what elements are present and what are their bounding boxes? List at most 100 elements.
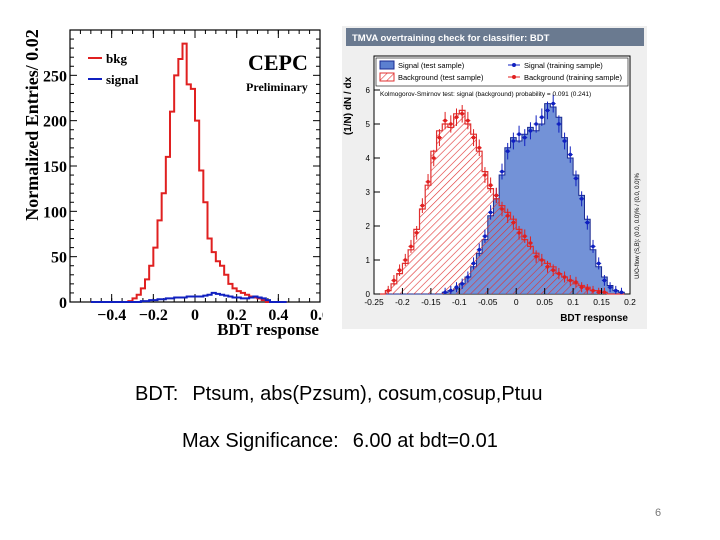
legend-signal-test-swatch (379, 60, 395, 70)
background-training-point (397, 268, 402, 272)
signal-training-point (449, 288, 453, 293)
signal-training-point (540, 115, 544, 119)
signal-training-point (585, 220, 590, 225)
y-tick-label: 200 (43, 114, 67, 131)
signal-training-point (608, 285, 612, 290)
y-tick-label: 150 (43, 159, 67, 176)
brand-sublabel: Preliminary (246, 80, 308, 94)
background-training-point (534, 254, 538, 259)
series-bkg (90, 42, 287, 303)
bdt-variables-line: BDT: Ptsum, abs(Pzsum), cosum,cosup,Ptuu (135, 383, 542, 406)
x-tick-label: -0.25 (364, 297, 384, 307)
signal-training-point (443, 290, 447, 295)
signal-training-point (511, 139, 516, 143)
y-tick-label: 0 (59, 295, 67, 312)
y-tick-label: 4 (366, 154, 371, 163)
legend-signal-train-label: Signal (training sample) (524, 61, 603, 70)
background-training-point (431, 156, 436, 160)
x-tick-label: 0 (514, 297, 519, 307)
y-axis-label: (1/N) dN / dx (343, 76, 354, 135)
background-training-point (454, 115, 459, 119)
signal-training-point (568, 152, 573, 157)
background-training-point (574, 280, 578, 284)
x-tick-label: -0.15 (421, 297, 441, 307)
x-tick-label: 0.2 (227, 307, 247, 324)
ks-test-label: Kolmogorov-Smirnov test: signal (backgro… (380, 91, 591, 98)
signal-training-point (500, 169, 504, 174)
signal-training-point (557, 122, 561, 126)
background-training-point (443, 118, 447, 123)
y-axis-label: Normalized Entries/ 0.02 (22, 29, 42, 220)
y-tick-label: 50 (51, 250, 67, 267)
x-tick-label: -0.05 (478, 297, 498, 307)
signal-training-point (574, 176, 578, 181)
significance-label: Max Significance: (182, 430, 339, 452)
y-tick-label: 6 (366, 86, 371, 95)
y-tick-label: 2 (366, 222, 371, 231)
signal-training-point (613, 288, 618, 293)
background-training-point (392, 278, 396, 283)
y-tick-label: 250 (43, 68, 67, 85)
background-training-point (466, 118, 470, 123)
background-training-point (511, 220, 516, 225)
overflow-note: U/O-flow (S,B): (0.0, 0.0)% / (0.0, 0.0)… (635, 172, 641, 278)
left-bdt-plot: 0 50 100 150 200 250 −0.4 −0.2 0 0.2 0.4 0.6 bkg sign… (22, 29, 323, 339)
x-tick-label: 0.4 (268, 307, 288, 324)
signal-training-point (454, 285, 459, 290)
signal-training-point (579, 197, 584, 201)
signal-training-point (602, 278, 607, 283)
signal-training-point (522, 135, 527, 140)
signal-training-point (534, 122, 538, 126)
background-training-point (596, 290, 601, 295)
legend-label-signal: signal (106, 72, 139, 87)
background-test-hist (379, 109, 625, 295)
bdt-label: BDT: (135, 383, 179, 405)
background-training-point (505, 214, 510, 218)
series-signal (90, 291, 287, 303)
background-training-point (426, 180, 430, 184)
signal-training-point (488, 210, 493, 215)
signal-training-point (466, 275, 470, 279)
background-training-point (409, 244, 413, 249)
background-training-point (420, 203, 425, 208)
signal-training-point (619, 290, 624, 295)
background-training-point (540, 258, 544, 262)
background-training-point (403, 258, 408, 262)
background-training-point (517, 231, 521, 235)
legend-bkg-test-swatch (379, 72, 395, 82)
signal-training-point (528, 129, 533, 133)
x-tick-label: 0.1 (567, 297, 579, 307)
x-tick-label: -0.1 (452, 297, 467, 307)
y-tick-label: 3 (366, 188, 371, 197)
x-tick-label: -0.2 (395, 297, 410, 307)
background-training-point (568, 278, 573, 283)
background-training-point (557, 271, 561, 276)
signal-training-point (483, 234, 487, 238)
x-tick-label: 0 (191, 307, 199, 324)
legend-bkg-train-label: Background (training sample) (524, 73, 622, 82)
background-training-point (591, 288, 595, 293)
plot-title: TMVA overtraining check for classifier: … (352, 33, 550, 44)
signal-training-point (551, 101, 555, 106)
x-tick-label: 0.2 (624, 297, 636, 307)
background-training-point (522, 234, 527, 238)
signal-training-point (517, 132, 521, 136)
signal-training-point (596, 261, 601, 266)
tmva-overtraining-plot: TMVA overtraining check for classifier: … (342, 26, 647, 329)
signal-training-point (471, 261, 476, 266)
x-tick-label: 0.05 (536, 297, 553, 307)
background-training-point (545, 265, 550, 269)
max-significance-line: Max Significance: 6.00 at bdt=0.01 (182, 430, 498, 453)
background-training-point (579, 285, 584, 290)
y-tick-label: 5 (366, 120, 371, 129)
x-tick-label: 0.6 (310, 307, 323, 324)
signal-training-point (591, 244, 595, 249)
background-training-point (386, 288, 391, 293)
signal-training-point (505, 149, 510, 153)
significance-value: 6.00 at bdt=0.01 (352, 430, 498, 452)
title-bar (346, 28, 644, 46)
signal-training-point (460, 282, 464, 286)
background-training-point (602, 290, 607, 295)
x-tick-label: −0.2 (139, 307, 168, 324)
background-training-point (437, 135, 442, 140)
